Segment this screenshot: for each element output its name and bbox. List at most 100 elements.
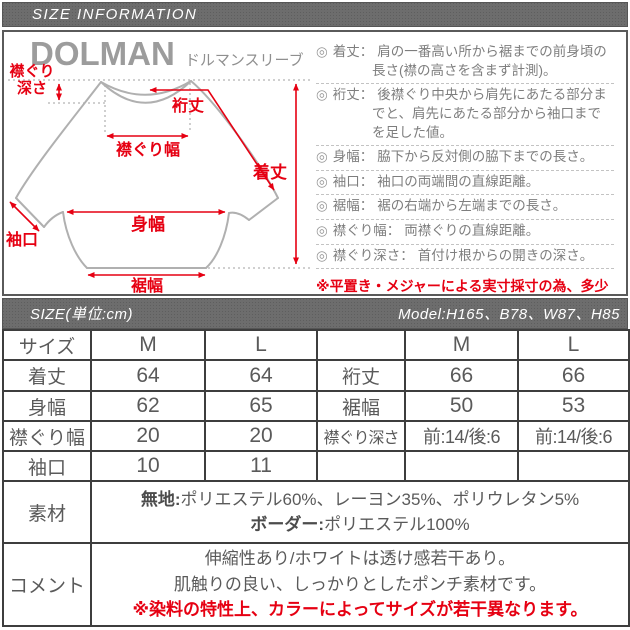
table-row: 着丈 64 64 裄丈 66 66 (2, 359, 630, 392)
comment-line: 肌触りの良い、しっかりとしたポンチ素材です。 (173, 574, 547, 594)
cell-value: 66 (404, 359, 519, 392)
definition-term: 袖口： (332, 173, 374, 189)
cell-value: 65 (204, 390, 318, 422)
definition-desc: 裾の右端から左端までの長さ。 (377, 198, 567, 214)
cell-value: 10 (90, 450, 206, 482)
definition-term: 身幅： (332, 149, 374, 165)
definition-term: 裄丈： (332, 87, 374, 103)
definition-desc: 袖口の両端間の直線距離。 (377, 173, 540, 189)
material-type: 無地: (140, 489, 181, 509)
definition-item: ◎ 袖口： 袖口の両端間の直線距離。 (316, 171, 614, 196)
definition-item: ◎ 着丈： 肩の一番高い所から裾までの前身頃の長さ(襟の高さを含まず計測)。 (316, 41, 614, 85)
comment-label: コメント (2, 542, 92, 627)
cell-value (404, 450, 519, 482)
definition-desc: 肩の一番高い所から裾までの前身頃の長さ(襟の高さを含まず計測)。 (372, 44, 607, 78)
row-label: 身幅 (2, 390, 92, 422)
title-bar: SIZE INFORMATION (2, 2, 628, 27)
cell-value: 53 (517, 390, 630, 422)
brand-subtitle: ドルマンスリーブ (184, 52, 304, 69)
comment-warning: ※染料の特性上、カラーによってサイズが若干異なります。 (132, 600, 588, 620)
definition-term: 裾幅： (332, 198, 374, 214)
measurement-definitions: ◎ 着丈： 肩の一番高い所から裾までの前身頃の長さ(襟の高さを含まず計測)。 ◎ 裄丈… (316, 41, 614, 318)
double-circle-bullet-icon: ◎ (316, 173, 328, 189)
cuff-arrow (9, 201, 40, 232)
comment-row: コメント 伸縮性あり/ホワイトは透け感若干あり。 肌触りの良い、しっかりとしたポ… (2, 542, 630, 627)
material-composition: ポリエステル60%、レーヨン35%、ポリウレタン5% (180, 489, 580, 509)
cell-value: 前:14/後:6 (517, 420, 630, 452)
row-label: 着丈 (2, 359, 92, 392)
sleeve-length-arrow (149, 87, 275, 191)
definition-desc: 両襟ぐりの直線距離。 (404, 223, 540, 238)
double-circle-bullet-icon: ◎ (316, 44, 328, 59)
row-label (316, 450, 406, 482)
double-circle-bullet-icon: ◎ (316, 223, 328, 238)
hem-width-label: 裾幅 (130, 278, 163, 295)
body-length-label: 着丈 (253, 163, 287, 182)
double-circle-bullet-icon: ◎ (316, 87, 328, 103)
cuff-label: 袖口 (6, 232, 39, 249)
row-label: 襟ぐり幅 (2, 420, 92, 452)
size-section-bar: SIZE(単位:cm) Model:H165、B78、W87、H85 (2, 298, 628, 329)
cell-value: 20 (204, 420, 318, 452)
table-header-row: サイズ M L M L (2, 329, 630, 361)
material-line: ボーダー:ポリエステル100% (93, 512, 627, 538)
header-size: サイズ (2, 329, 92, 361)
neck-depth-label: 襟ぐり 深さ (9, 63, 55, 98)
brand-name: DOLMAN (30, 35, 175, 72)
header-l2: L (517, 329, 630, 361)
cell-value (517, 450, 630, 482)
definition-item: ◎ 裾幅： 裾の右端から左端までの長さ。 (316, 195, 614, 220)
cell-value: 64 (90, 359, 206, 392)
double-circle-bullet-icon: ◎ (316, 149, 328, 165)
comment-line: 伸縮性あり/ホワイトは透け感若干あり。 (204, 549, 516, 569)
definition-desc: 首付け根からの開きの深さ。 (417, 247, 594, 263)
material-text: 無地:ポリエステル60%、レーヨン35%、ポリウレタン5% ボーダー:ポリエステ… (90, 480, 630, 544)
size-unit-label: SIZE(単位:cm) (30, 306, 133, 323)
material-composition: ポリエステル100% (324, 515, 470, 534)
header-l: L (204, 329, 318, 361)
double-circle-bullet-icon: ◎ (316, 247, 328, 263)
cell-value: 64 (204, 359, 318, 392)
cell-value: 11 (204, 450, 318, 482)
definition-item: ◎ 襟ぐり深さ： 首付け根からの開きの深さ。 (316, 245, 614, 270)
table-row: 襟ぐり幅 20 20 襟ぐり深さ 前:14/後:6 前:14/後:6 (2, 420, 630, 452)
header-m2: M (404, 329, 519, 361)
measurement-arrows (9, 83, 299, 278)
table-row: 袖口 10 11 (2, 450, 630, 482)
header-empty (316, 329, 406, 361)
size-table-wrap: サイズ M L M L 着丈 64 64 裄丈 66 66 身幅 62 65 裾… (2, 329, 630, 627)
definition-term: 着丈： (332, 44, 374, 59)
definition-desc: 後襟ぐり中央から肩先にあたる部分までと、肩先にあたる部分から袖口までを足した値。 (372, 87, 607, 140)
material-type: ボーダー: (250, 515, 325, 534)
garment-diagram-svg (8, 79, 312, 278)
double-circle-bullet-icon: ◎ (316, 198, 328, 214)
definition-item: ◎ 身幅： 脇下から反対側の脇下までの長さ。 (316, 146, 614, 171)
material-label: 素材 (2, 480, 92, 544)
row-label: 裄丈 (316, 359, 406, 392)
cell-value: 20 (90, 420, 206, 452)
material-row: 素材 無地:ポリエステル60%、レーヨン35%、ポリウレタン5% ボーダー:ポリ… (2, 480, 630, 544)
header-m: M (90, 329, 206, 361)
comment-text: 伸縮性あり/ホワイトは透け感若干あり。 肌触りの良い、しっかりとしたポンチ素材で… (90, 542, 630, 627)
sleeve-length-label: 裄丈 (172, 98, 205, 115)
definition-item: ◎ 襟ぐり幅： 両襟ぐりの直線距離。 (316, 220, 614, 245)
row-label: 裾幅 (316, 390, 406, 422)
definition-item: ◎ 裄丈： 後襟ぐり中央から肩先にあたる部分までと、肩先にあたる部分から袖口までを足… (316, 84, 614, 147)
diagram-section: DOLMAN ドルマンスリーブ (2, 30, 628, 315)
definition-desc: 脇下から反対側の脇下までの長さ。 (377, 149, 594, 165)
neck-width-label: 襟ぐり幅 (115, 142, 180, 159)
material-line: 無地:ポリエステル60%、レーヨン35%、ポリウレタン5% (93, 487, 627, 513)
cell-value: 62 (90, 390, 206, 422)
row-label: 襟ぐり深さ (316, 420, 406, 452)
cell-value: 前:14/後:6 (404, 420, 519, 452)
table-row: 身幅 62 65 裾幅 50 53 (2, 390, 630, 422)
brand-heading: DOLMAN ドルマンスリーブ (30, 35, 304, 73)
garment-measurement-diagram: 襟ぐり 深さ 裄丈 襟ぐり幅 着丈 身幅 袖口 裾幅 (6, 62, 318, 295)
body-width-label: 身幅 (131, 215, 165, 234)
cell-value: 66 (517, 359, 630, 392)
definition-term: 襟ぐり深さ： (332, 247, 414, 263)
page-title: SIZE INFORMATION (32, 6, 198, 23)
row-label: 袖口 (2, 450, 92, 482)
cell-value: 50 (404, 390, 519, 422)
